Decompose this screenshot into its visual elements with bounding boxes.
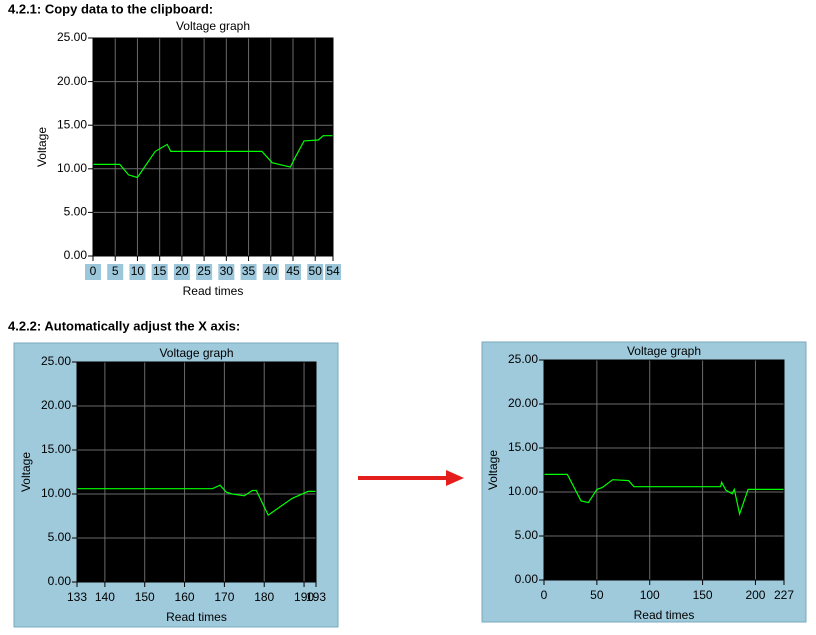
x-tick-label: 50 <box>309 264 323 278</box>
x-tick-label-background <box>307 264 324 280</box>
chart-title: Voltage graph <box>627 344 701 358</box>
x-tick-label: 15 <box>153 264 167 278</box>
x-tick-label-background <box>129 264 146 280</box>
plot-area <box>544 360 784 580</box>
x-tick-label: 35 <box>242 264 256 278</box>
x-tick-label: 133 <box>67 590 87 604</box>
x-tick-label: 10 <box>131 264 145 278</box>
y-tick-label: 25.00 <box>41 354 71 368</box>
x-tick-label-background <box>196 264 213 280</box>
x-tick-label: 140 <box>95 590 115 604</box>
x-axis-label: Read times <box>183 284 244 298</box>
x-tick-label-background <box>218 264 235 280</box>
y-axis-label: Voltage <box>486 450 500 490</box>
x-tick-label: 25 <box>197 264 211 278</box>
y-tick-label: 20.00 <box>41 398 71 412</box>
chart-title: Voltage graph <box>159 346 233 360</box>
x-axis-label: Read times <box>634 608 695 622</box>
x-tick-label-background <box>325 264 341 280</box>
x-tick-label-background <box>262 264 279 280</box>
x-tick-label-background <box>85 264 101 280</box>
x-tick-label: 150 <box>135 590 155 604</box>
y-tick-label: 15.00 <box>57 117 87 131</box>
y-tick-label: 20.00 <box>57 74 87 88</box>
x-tick-label: 40 <box>264 264 278 278</box>
x-axis-label: Read times <box>166 610 227 624</box>
x-tick-label: 227 <box>774 588 794 602</box>
x-tick-label: 193 <box>306 590 326 604</box>
arrow-head <box>446 470 464 486</box>
x-tick-label-background <box>151 264 168 280</box>
x-tick-label: 5 <box>112 264 119 278</box>
y-tick-label: 25.00 <box>508 352 538 366</box>
y-tick-label: 25.00 <box>57 30 87 44</box>
x-tick-label: 0 <box>541 588 548 602</box>
plot-area <box>77 362 316 582</box>
x-tick-label: 20 <box>175 264 189 278</box>
section-heading: 4.2.2: Automatically adjust the X axis: <box>8 318 240 333</box>
x-tick-label: 200 <box>745 588 765 602</box>
y-tick-label: 10.00 <box>508 484 538 498</box>
plot-frame <box>76 361 317 583</box>
voltage-line <box>544 473 784 517</box>
voltage-line <box>77 484 316 516</box>
y-tick-label: 5.00 <box>515 528 539 542</box>
y-axis-label: Voltage <box>35 127 49 167</box>
plot-frame <box>92 37 334 257</box>
plot-frame <box>543 359 785 581</box>
x-tick-label-background <box>107 264 124 280</box>
y-tick-label: 0.00 <box>64 248 88 262</box>
section-heading: 4.2.1: Copy data to the clipboard: <box>8 1 213 16</box>
x-tick-label: 160 <box>175 590 195 604</box>
x-tick-label: 54 <box>326 264 340 278</box>
x-tick-label: 30 <box>220 264 234 278</box>
x-tick-label: 170 <box>214 590 234 604</box>
chart-title: Voltage graph <box>176 19 250 33</box>
x-tick-label: 50 <box>590 588 604 602</box>
y-tick-label: 5.00 <box>48 530 72 544</box>
x-tick-label: 0 <box>90 264 97 278</box>
y-tick-label: 10.00 <box>57 161 87 175</box>
y-tick-label: 0.00 <box>48 574 72 588</box>
x-tick-label: 100 <box>640 588 660 602</box>
plot-area <box>93 38 333 256</box>
y-tick-label: 0.00 <box>515 572 539 586</box>
x-tick-label-background <box>173 264 190 280</box>
x-tick-label-background <box>240 264 257 280</box>
x-tick-label: 45 <box>286 264 300 278</box>
y-axis-label: Voltage <box>19 452 33 492</box>
x-tick-label: 150 <box>693 588 713 602</box>
x-tick-label-background <box>285 264 301 280</box>
y-tick-label: 5.00 <box>64 205 88 219</box>
y-tick-label: 20.00 <box>508 396 538 410</box>
y-tick-label: 15.00 <box>508 440 538 454</box>
y-tick-label: 10.00 <box>41 486 71 500</box>
x-tick-label: 180 <box>254 590 274 604</box>
y-tick-label: 15.00 <box>41 442 71 456</box>
x-tick-label: 190 <box>294 590 314 604</box>
voltage-line <box>93 135 333 179</box>
